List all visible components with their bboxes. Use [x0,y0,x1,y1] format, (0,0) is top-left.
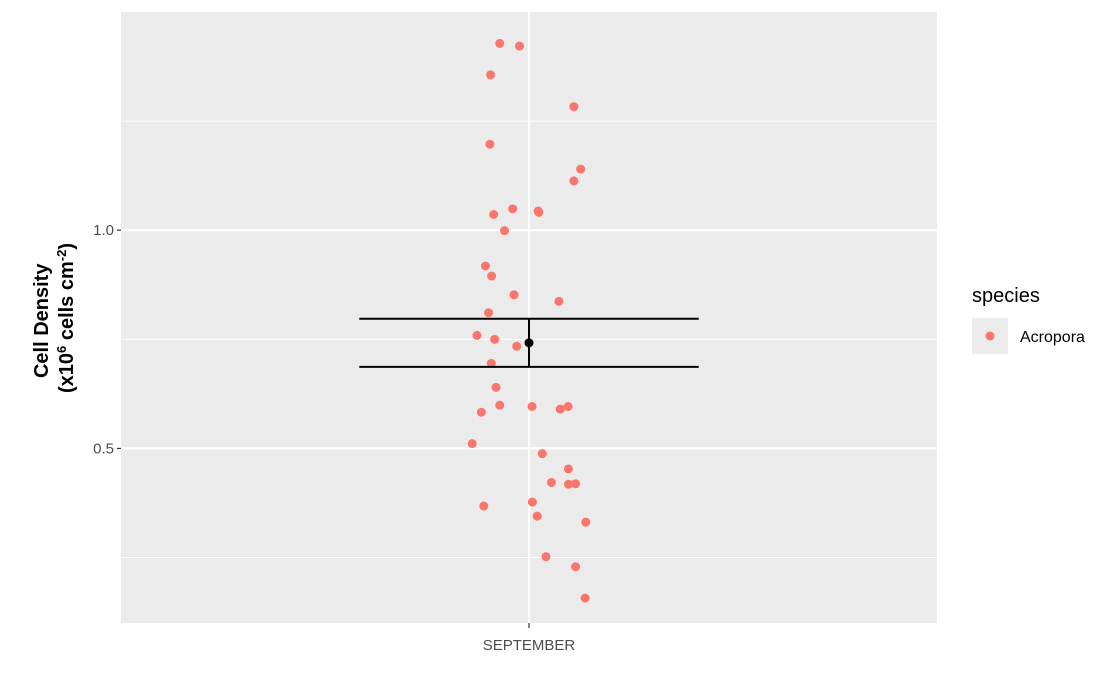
data-point [563,402,573,412]
data-point [487,271,497,281]
mean-point [524,338,534,348]
data-point [546,477,556,487]
data-point [489,210,499,220]
y-axis-label-sup1: 6 [54,346,69,353]
data-point [491,382,501,392]
major-gridlines [121,12,937,623]
y-axis-ticks: 0.5 1.0 [93,222,121,457]
data-point [484,308,494,318]
data-point [495,38,505,48]
data-point [563,464,573,474]
legend-title: species [972,285,1040,307]
error-bar [359,317,699,368]
data-points [467,38,591,603]
data-point [569,102,579,112]
data-point [500,226,510,236]
data-point [532,511,542,521]
data-point [508,204,518,214]
y-axis-label: Cell Density (x106 cells cm-2) [31,243,78,393]
x-tick-label: SEPTEMBER [483,637,576,654]
data-point [486,70,496,80]
data-point [576,164,586,174]
data-point [554,296,564,306]
legend-key-dot [985,331,995,341]
y-axis-label-suffix: ) [56,243,78,250]
data-point [527,497,537,507]
data-point [571,479,581,489]
data-point [534,207,544,217]
data-point [569,176,579,186]
data-point [476,407,486,417]
data-point [563,479,573,489]
x-axis-ticks: SEPTEMBER [483,623,576,654]
data-point [490,334,500,344]
data-point [486,358,496,368]
data-point [480,261,490,271]
data-point [581,517,591,527]
legend-label-acropora: Acropora [1020,329,1085,346]
legend: species Acropora [972,285,1085,354]
data-point [495,400,505,410]
data-point [580,593,590,603]
y-tick-label: 1.0 [93,222,114,239]
data-point [485,139,495,149]
y-axis-label-sup2: -2 [54,250,69,262]
y-axis-label-prefix: (x10 [56,353,78,393]
y-axis-label-line1: Cell Density [31,263,53,378]
data-point [479,501,489,511]
data-point [527,402,537,412]
data-point [555,404,565,414]
data-point [512,341,522,351]
y-tick-label: 0.5 [93,440,114,457]
data-point [467,439,477,449]
y-axis-label-middle: cells cm [56,261,78,346]
data-point [537,449,547,459]
data-point [541,552,551,562]
data-point [472,330,482,340]
data-point [571,562,581,572]
data-point [514,41,524,51]
data-point [509,290,519,300]
